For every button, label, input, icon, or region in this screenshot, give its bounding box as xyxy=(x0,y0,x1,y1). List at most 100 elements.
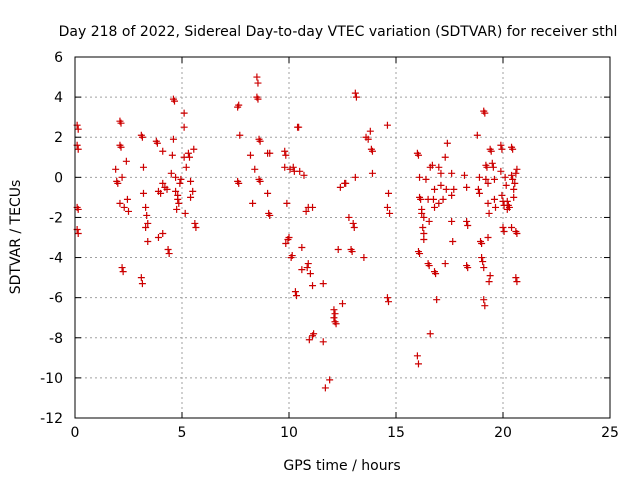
data-point xyxy=(175,199,183,207)
data-point xyxy=(142,203,150,211)
x-tick-label: 10 xyxy=(280,425,298,441)
data-point xyxy=(138,133,146,141)
data-point xyxy=(139,189,147,197)
data-point xyxy=(420,229,428,237)
data-point xyxy=(138,280,146,288)
data-point xyxy=(74,229,82,237)
data-point xyxy=(167,169,175,177)
chart-title: Day 218 of 2022, Sidereal Day-to-day VTE… xyxy=(59,24,618,40)
data-point xyxy=(120,203,128,211)
data-point xyxy=(485,278,493,286)
data-point xyxy=(253,73,261,81)
data-point xyxy=(187,193,195,201)
data-point xyxy=(502,181,510,189)
data-point xyxy=(420,236,428,244)
data-point xyxy=(285,234,293,241)
data-point xyxy=(509,145,517,153)
data-point xyxy=(500,227,508,235)
data-point xyxy=(366,127,374,135)
data-point xyxy=(383,121,391,129)
data-point xyxy=(266,211,274,219)
data-point xyxy=(282,151,290,159)
data-point xyxy=(475,173,483,181)
data-point xyxy=(503,197,511,205)
data-point xyxy=(157,189,165,197)
y-tick-label: 0 xyxy=(54,170,63,186)
data-point xyxy=(117,143,125,151)
data-point xyxy=(351,89,359,97)
data-point xyxy=(510,193,518,201)
data-point xyxy=(512,169,520,177)
data-point xyxy=(319,338,327,346)
data-point xyxy=(485,209,493,217)
data-point xyxy=(282,240,290,248)
data-point xyxy=(360,254,368,262)
data-point xyxy=(501,173,509,181)
data-point xyxy=(428,161,436,169)
data-point xyxy=(450,185,458,193)
data-point xyxy=(460,171,468,179)
data-point xyxy=(490,175,498,183)
data-point xyxy=(448,217,456,225)
data-point xyxy=(414,151,422,159)
data-point xyxy=(511,179,519,187)
y-tick-label: -2 xyxy=(49,210,63,226)
data-point xyxy=(433,296,441,304)
data-point xyxy=(289,163,297,171)
data-point xyxy=(441,260,449,268)
y-tick-label: -8 xyxy=(49,331,63,347)
data-point xyxy=(435,199,443,207)
data-point xyxy=(310,330,318,338)
data-point xyxy=(351,173,359,181)
data-point xyxy=(478,240,486,248)
data-point xyxy=(426,330,434,338)
data-point xyxy=(192,223,200,231)
data-point xyxy=(437,181,445,189)
data-point xyxy=(510,185,518,193)
data-point xyxy=(112,165,120,173)
data-point xyxy=(281,163,289,171)
data-point xyxy=(439,195,447,203)
data-point xyxy=(497,141,505,149)
data-point xyxy=(508,223,516,231)
data-point xyxy=(144,238,152,246)
data-point xyxy=(123,195,131,203)
data-point xyxy=(513,165,521,173)
data-point xyxy=(137,274,145,282)
data-point xyxy=(235,179,243,187)
data-point xyxy=(429,195,437,203)
data-point xyxy=(385,189,393,197)
data-point xyxy=(425,217,433,225)
data-point xyxy=(144,219,152,227)
data-point xyxy=(499,223,507,231)
data-point xyxy=(159,147,167,155)
y-tick-label: -12 xyxy=(40,411,63,427)
data-point xyxy=(118,173,126,181)
data-point xyxy=(414,360,422,368)
data-point xyxy=(288,252,296,260)
data-point xyxy=(139,163,147,171)
data-point xyxy=(169,135,177,143)
data-point xyxy=(484,179,492,187)
data-point xyxy=(416,173,424,181)
data-point xyxy=(441,153,449,161)
data-point xyxy=(418,209,426,217)
data-point xyxy=(475,189,483,197)
data-point xyxy=(185,153,193,161)
data-point xyxy=(306,270,314,278)
data-point xyxy=(165,250,173,258)
data-point xyxy=(431,203,439,211)
data-point xyxy=(437,169,445,177)
data-point xyxy=(464,221,472,229)
data-point xyxy=(176,179,184,187)
data-point xyxy=(368,147,376,155)
y-tick-label: 6 xyxy=(54,50,63,66)
data-point xyxy=(334,246,342,254)
data-point xyxy=(118,264,126,272)
data-points xyxy=(73,73,521,392)
data-point xyxy=(339,300,346,308)
data-point xyxy=(163,185,171,193)
data-point xyxy=(482,175,490,183)
data-point xyxy=(481,109,489,117)
